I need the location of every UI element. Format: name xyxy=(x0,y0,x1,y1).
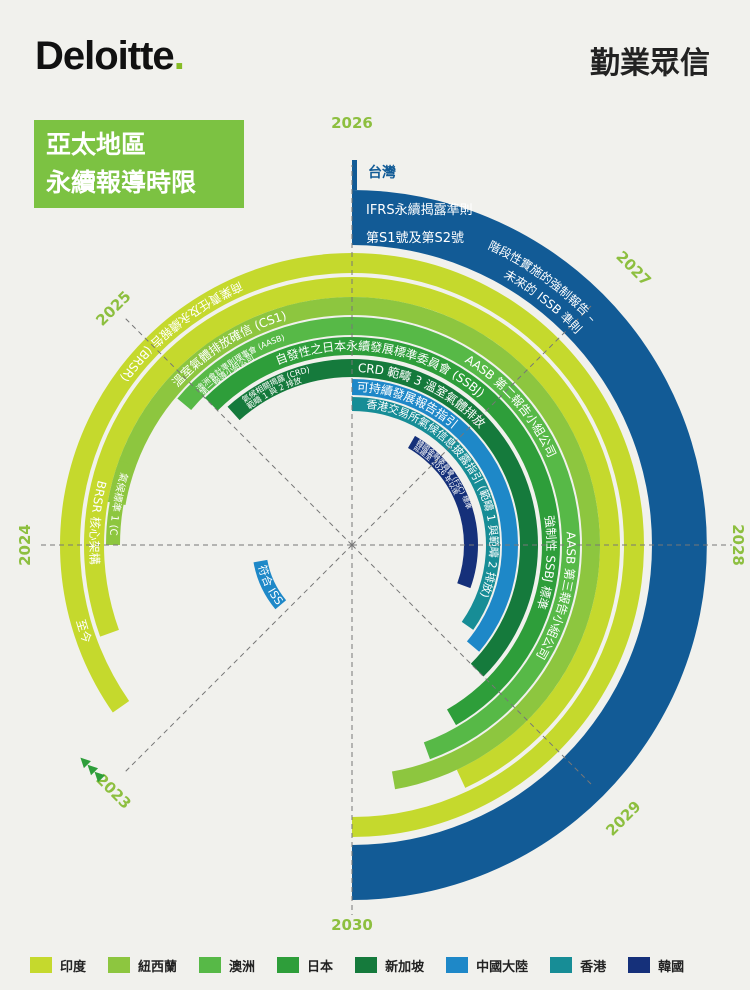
legend-item-japan: 日本 xyxy=(277,956,333,975)
legend-swatch xyxy=(446,957,469,973)
band-singapore xyxy=(227,359,538,677)
band-nz-climate xyxy=(106,460,134,545)
year-2024: 2024 xyxy=(16,524,34,566)
band-taiwan-stem xyxy=(352,160,357,190)
legend-swatch xyxy=(199,957,222,973)
legend-item-australia: 澳洲 xyxy=(199,956,255,975)
slogan: 勤業眾信 xyxy=(590,46,710,81)
legend-label: 紐西蘭 xyxy=(138,959,178,975)
legend-label: 澳洲 xyxy=(229,959,256,975)
title-line2: 永續報導時限 xyxy=(46,168,197,197)
taiwan-text1: IFRS永續揭露準則 xyxy=(366,202,473,218)
year-2030: 2030 xyxy=(331,916,373,934)
legend-label: 香港 xyxy=(580,959,607,975)
band-china xyxy=(352,379,518,652)
band-hong-kong xyxy=(352,397,500,630)
legend-item-korea: 韓國 xyxy=(628,956,684,975)
japan-mandatory: 強制性 SSBJ 標準 xyxy=(534,515,558,612)
taiwan-name: 台灣 xyxy=(368,164,396,181)
legend-swatch xyxy=(277,957,300,973)
deloitte-logo: Deloitte. xyxy=(35,34,185,79)
year-2025: 2025 xyxy=(92,287,134,329)
legend-item-hong-kong: 香港 xyxy=(550,956,606,975)
legend-item-india: 印度 xyxy=(30,956,86,975)
band-australia xyxy=(177,317,581,760)
year-2026: 2026 xyxy=(331,114,373,132)
legend-label: 中國大陸 xyxy=(476,959,529,975)
logo-dot: . xyxy=(173,34,185,78)
legend: 印度 紐西蘭 澳洲 日本 新加坡 中國大陸 香港 韓國 xyxy=(30,952,730,978)
legend-item-new-zealand: 紐西蘭 xyxy=(108,956,177,975)
legend-swatch xyxy=(355,957,378,973)
legend-label: 新加坡 xyxy=(385,959,425,975)
logo-text: Deloitte xyxy=(35,34,175,78)
guide-line xyxy=(125,544,353,772)
guide-line xyxy=(351,304,593,546)
legend-label: 印度 xyxy=(60,959,87,975)
guide-line xyxy=(351,544,593,786)
taiwan-text2: 第S1號及第S2號 xyxy=(366,231,464,246)
legend-item-china: 中國大陸 xyxy=(446,956,528,975)
year-2027: 2027 xyxy=(612,247,654,289)
title-line1: 亞太地區 xyxy=(46,130,147,159)
legend-swatch xyxy=(628,957,651,973)
year-2028: 2028 xyxy=(729,524,747,566)
band-taiwan xyxy=(352,190,707,900)
legend-swatch xyxy=(108,957,131,973)
year-2029: 2029 xyxy=(602,797,644,839)
title-box: 亞太地區 永續報導時限 xyxy=(34,120,244,208)
legend-item-singapore: 新加坡 xyxy=(355,956,424,975)
legend-swatch xyxy=(550,957,573,973)
legend-label: 日本 xyxy=(307,959,334,975)
band-japan xyxy=(204,337,560,726)
legend-swatch xyxy=(30,957,52,973)
band-china-issb xyxy=(253,559,287,610)
legend-label: 韓國 xyxy=(658,959,685,975)
band-korea xyxy=(408,435,478,589)
